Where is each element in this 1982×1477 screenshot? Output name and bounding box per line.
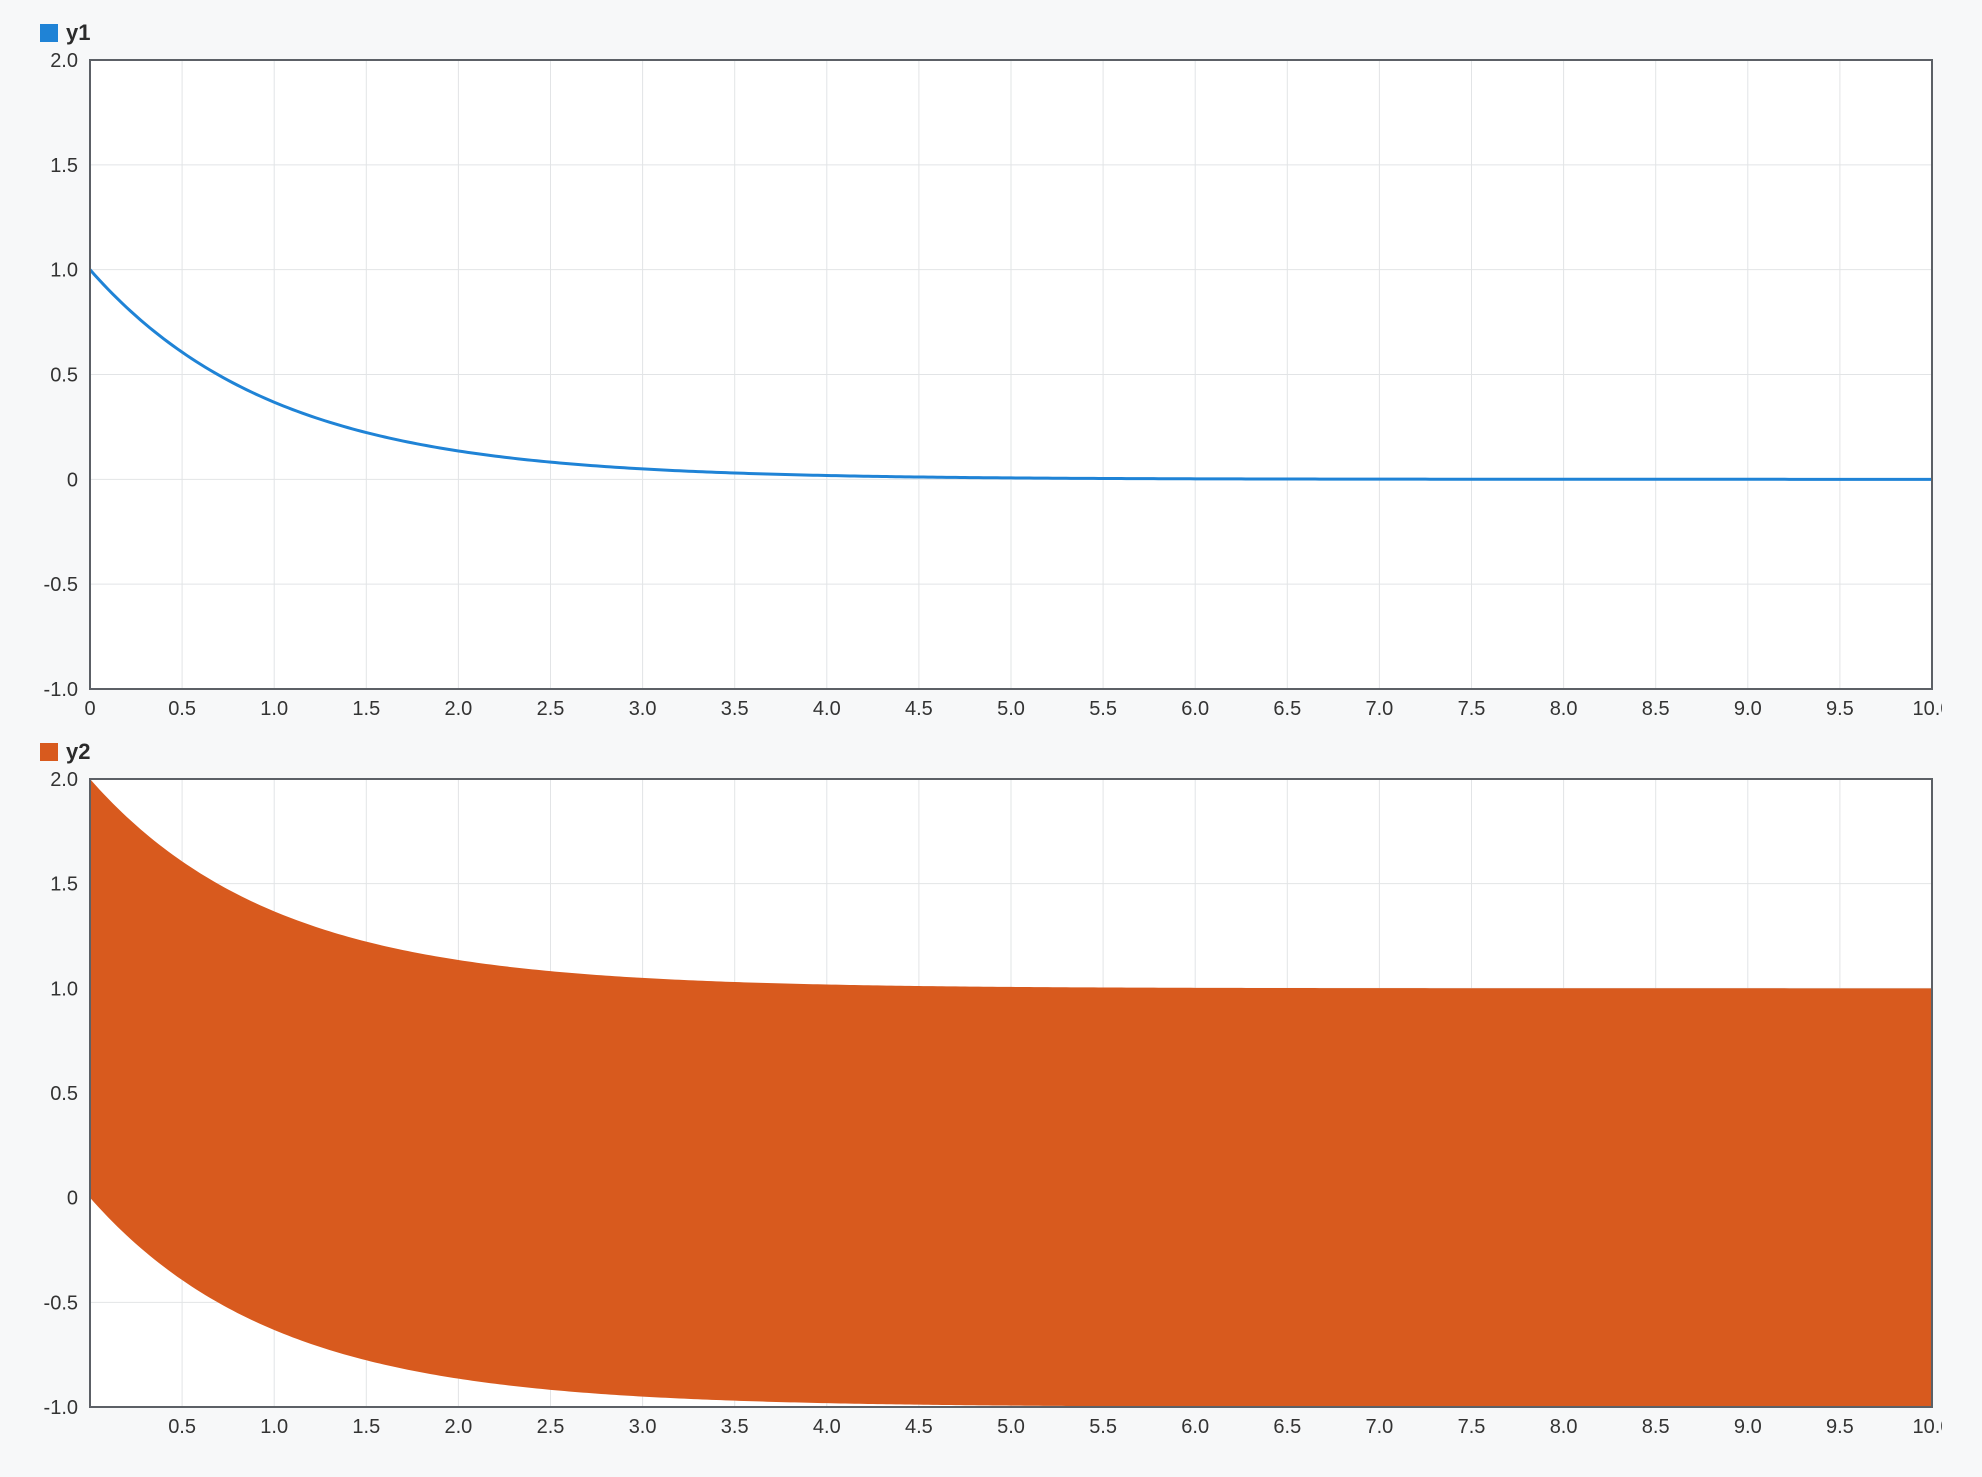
svg-text:8.0: 8.0 [1550, 698, 1578, 720]
svg-text:2.0: 2.0 [50, 52, 78, 72]
svg-text:8.5: 8.5 [1642, 1416, 1670, 1438]
svg-text:7.0: 7.0 [1365, 698, 1393, 720]
svg-text:1.5: 1.5 [352, 1416, 380, 1438]
svg-text:-0.5: -0.5 [44, 1292, 78, 1314]
svg-text:-1.0: -1.0 [44, 1397, 78, 1419]
svg-text:1.0: 1.0 [50, 978, 78, 1000]
svg-text:0.5: 0.5 [50, 365, 78, 387]
svg-text:5.0: 5.0 [997, 698, 1025, 720]
svg-text:5.5: 5.5 [1089, 698, 1117, 720]
svg-text:3.5: 3.5 [721, 698, 749, 720]
svg-text:0.5: 0.5 [168, 1416, 196, 1438]
legend-label-y1: y1 [66, 20, 90, 46]
svg-text:2.0: 2.0 [444, 1416, 472, 1438]
svg-text:-1.0: -1.0 [44, 679, 78, 701]
svg-text:5.0: 5.0 [997, 1416, 1025, 1438]
svg-text:0.5: 0.5 [168, 698, 196, 720]
svg-text:1.0: 1.0 [50, 260, 78, 282]
svg-text:8.0: 8.0 [1550, 1416, 1578, 1438]
svg-text:7.5: 7.5 [1458, 698, 1486, 720]
page-root: y1 0 0.5 1.0 1.5 2.0 2.5 3.0 3.5 4.0 4.5 5.0 5.5 6.0… [0, 0, 1982, 1477]
svg-text:2.5: 2.5 [537, 1416, 565, 1438]
chart-block-y1: y1 0 0.5 1.0 1.5 2.0 2.5 3.0 3.5 4.0 4.5 5.0 5.5 6.0… [30, 20, 1942, 729]
svg-text:6.0: 6.0 [1181, 1416, 1209, 1438]
svg-text:2.0: 2.0 [50, 771, 78, 791]
svg-text:6.0: 6.0 [1181, 698, 1209, 720]
svg-text:9.0: 9.0 [1734, 698, 1762, 720]
legend-y1: y1 [40, 20, 1942, 46]
svg-text:2.5: 2.5 [537, 698, 565, 720]
svg-text:4.0: 4.0 [813, 1416, 841, 1438]
svg-text:-0.5: -0.5 [44, 574, 78, 596]
legend-y2: y2 [40, 739, 1942, 765]
svg-text:5.5: 5.5 [1089, 1416, 1117, 1438]
legend-swatch-y2 [40, 743, 58, 761]
svg-text:9.5: 9.5 [1826, 1416, 1854, 1438]
svg-text:8.5: 8.5 [1642, 698, 1670, 720]
svg-text:1.0: 1.0 [260, 698, 288, 720]
svg-text:2.0: 2.0 [444, 698, 472, 720]
svg-text:3.0: 3.0 [629, 1416, 657, 1438]
chart-svg-y1: 0 0.5 1.0 1.5 2.0 2.5 3.0 3.5 4.0 4.5 5.0 5.5 6.0 6.5… [30, 52, 1942, 729]
svg-text:1.5: 1.5 [352, 698, 380, 720]
svg-text:1.0: 1.0 [260, 1416, 288, 1438]
chart-holder-y2: 0.5 1.0 1.5 2.0 2.5 3.0 3.5 4.0 4.5 5.0 5.5 6.0 6.5 7… [30, 771, 1942, 1447]
svg-text:10.0: 10.0 [1913, 1416, 1942, 1438]
chart-block-y2: y2 0.5 1.0 1.5 2.0 2.5 3.0 3.5 4.0 4.5 5.0 5.5 6.0 6… [30, 739, 1942, 1447]
svg-text:0.5: 0.5 [50, 1083, 78, 1105]
svg-text:4.5: 4.5 [905, 698, 933, 720]
svg-text:0: 0 [84, 698, 95, 720]
svg-text:7.0: 7.0 [1365, 1416, 1393, 1438]
svg-text:6.5: 6.5 [1273, 698, 1301, 720]
svg-text:0: 0 [67, 469, 78, 491]
legend-swatch-y1 [40, 24, 58, 42]
svg-text:0: 0 [67, 1188, 78, 1210]
chart-svg-y2: 0.5 1.0 1.5 2.0 2.5 3.0 3.5 4.0 4.5 5.0 5.5 6.0 6.5 7… [30, 771, 1942, 1447]
svg-text:3.0: 3.0 [629, 698, 657, 720]
svg-text:9.5: 9.5 [1826, 698, 1854, 720]
svg-text:4.5: 4.5 [905, 1416, 933, 1438]
svg-text:3.5: 3.5 [721, 1416, 749, 1438]
svg-text:1.5: 1.5 [50, 155, 78, 177]
legend-label-y2: y2 [66, 739, 90, 765]
svg-text:9.0: 9.0 [1734, 1416, 1762, 1438]
svg-text:4.0: 4.0 [813, 698, 841, 720]
svg-text:1.5: 1.5 [50, 874, 78, 896]
svg-text:10.0: 10.0 [1913, 698, 1942, 720]
chart-holder-y1: 0 0.5 1.0 1.5 2.0 2.5 3.0 3.5 4.0 4.5 5.0 5.5 6.0 6.5… [30, 52, 1942, 729]
svg-text:7.5: 7.5 [1458, 1416, 1486, 1438]
svg-text:6.5: 6.5 [1273, 1416, 1301, 1438]
